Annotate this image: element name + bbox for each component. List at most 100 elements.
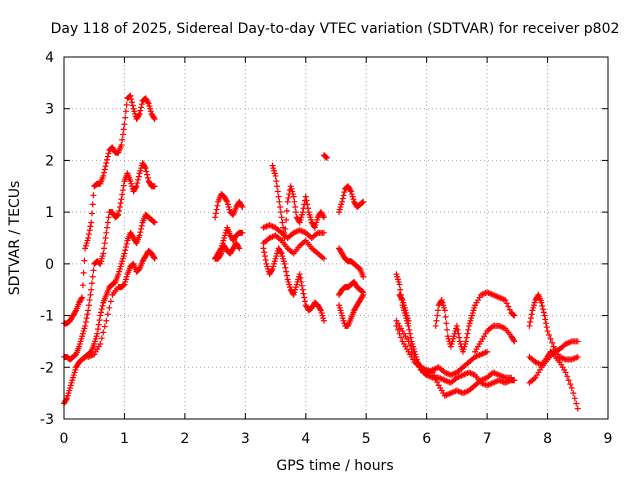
data-point-marker (95, 321, 102, 328)
data-point-marker (89, 273, 96, 280)
data-point-marker (454, 326, 461, 333)
data-point-marker (292, 203, 299, 210)
data-point-marker (80, 269, 87, 276)
data-point-marker (141, 163, 148, 170)
data-point-marker (151, 255, 158, 262)
data-point-marker (134, 180, 141, 187)
data-point-marker (151, 183, 158, 190)
data-point-marker (305, 205, 312, 212)
data-point-marker (442, 313, 449, 320)
data-point-marker (99, 302, 106, 309)
data-point-marker (101, 245, 108, 252)
data-point-marker (107, 298, 114, 305)
data-point-marker (444, 326, 451, 333)
data-point-marker (443, 320, 450, 327)
data-point-marker (144, 99, 151, 106)
data-point-marker (103, 317, 110, 324)
data-point-marker (151, 219, 158, 226)
data-point-marker (143, 168, 150, 175)
data-point-marker (300, 290, 307, 297)
data-point-marker (484, 348, 491, 355)
data-point-marker (282, 225, 289, 232)
data-point-marker (89, 201, 96, 208)
data-point-marker (568, 384, 575, 391)
data-point-marker (123, 101, 130, 108)
data-point-marker (276, 198, 283, 205)
data-point-marker (129, 102, 136, 109)
data-point-marker (290, 193, 297, 200)
data-point-marker (235, 244, 242, 251)
data-point-marker (118, 141, 125, 148)
data-point-marker (573, 400, 580, 407)
data-point-marker (540, 306, 547, 313)
data-point-marker (268, 267, 275, 274)
data-point-marker (138, 104, 145, 111)
data-point-marker (117, 200, 124, 207)
data-point-marker (526, 322, 533, 329)
data-point-marker (105, 214, 112, 221)
data-point-marker (544, 328, 551, 335)
data-point-marker (283, 207, 290, 214)
data-point-marker (101, 323, 108, 330)
data-point-marker (102, 235, 109, 241)
data-point-marker (297, 275, 304, 282)
data-point-marker (339, 195, 346, 202)
x-tick-label: 5 (362, 431, 371, 447)
y-tick-label: 1 (45, 205, 54, 221)
data-point-marker (508, 374, 515, 381)
data-point-marker (121, 250, 128, 257)
data-point-marker (120, 182, 127, 189)
data-point-marker (104, 311, 111, 318)
data-point-marker (104, 224, 111, 231)
data-points (61, 92, 581, 412)
data-point-marker (142, 165, 149, 172)
data-point-marker (279, 219, 286, 226)
data-point-marker (129, 99, 135, 106)
data-point-marker (96, 317, 103, 324)
data-point-marker (86, 297, 93, 304)
data-point-marker (98, 309, 105, 316)
axis-ticks: 0 1 2 3 4 5 6 7 8 9 -3 -2 -1 0 1 2 3 4 (40, 50, 612, 447)
data-point-marker (78, 295, 85, 302)
data-point-marker (562, 369, 569, 376)
data-point-marker (86, 227, 93, 234)
y-tick-label: 4 (45, 50, 54, 66)
data-point-marker (104, 153, 111, 160)
data-point-marker (543, 324, 550, 331)
data-point-marker (303, 197, 310, 204)
data-point-marker (302, 193, 309, 200)
data-point-marker (236, 245, 243, 252)
x-tick-label: 1 (120, 431, 129, 447)
data-point-marker (502, 297, 509, 304)
data-point-marker (298, 278, 305, 285)
data-point-marker (136, 232, 143, 239)
data-point-marker (274, 183, 281, 190)
data-point-marker (317, 306, 324, 313)
data-point-marker (527, 315, 534, 322)
plot-frame (63, 56, 609, 420)
data-point-marker (102, 163, 109, 170)
data-point-marker (281, 260, 288, 267)
data-point-marker (323, 154, 330, 161)
data-point-marker (119, 136, 126, 143)
data-point-marker (122, 114, 129, 121)
data-point-marker (360, 291, 367, 298)
data-point-marker (82, 319, 89, 326)
data-point-marker (104, 219, 111, 226)
data-point-marker (360, 198, 367, 205)
data-point-marker (88, 210, 95, 217)
data-point-marker (85, 231, 92, 238)
data-point-marker (114, 212, 121, 219)
data-point-marker (260, 245, 267, 252)
data-point-marker (429, 369, 436, 376)
data-point-marker (88, 280, 95, 287)
data-point-marker (441, 307, 448, 314)
data-point-marker (455, 330, 462, 337)
data-point-marker (238, 202, 245, 209)
data-point-marker (574, 353, 581, 360)
data-point-marker (407, 330, 414, 337)
data-point-marker (85, 307, 92, 314)
data-point-marker (396, 330, 403, 337)
data-point-marker (274, 188, 281, 195)
